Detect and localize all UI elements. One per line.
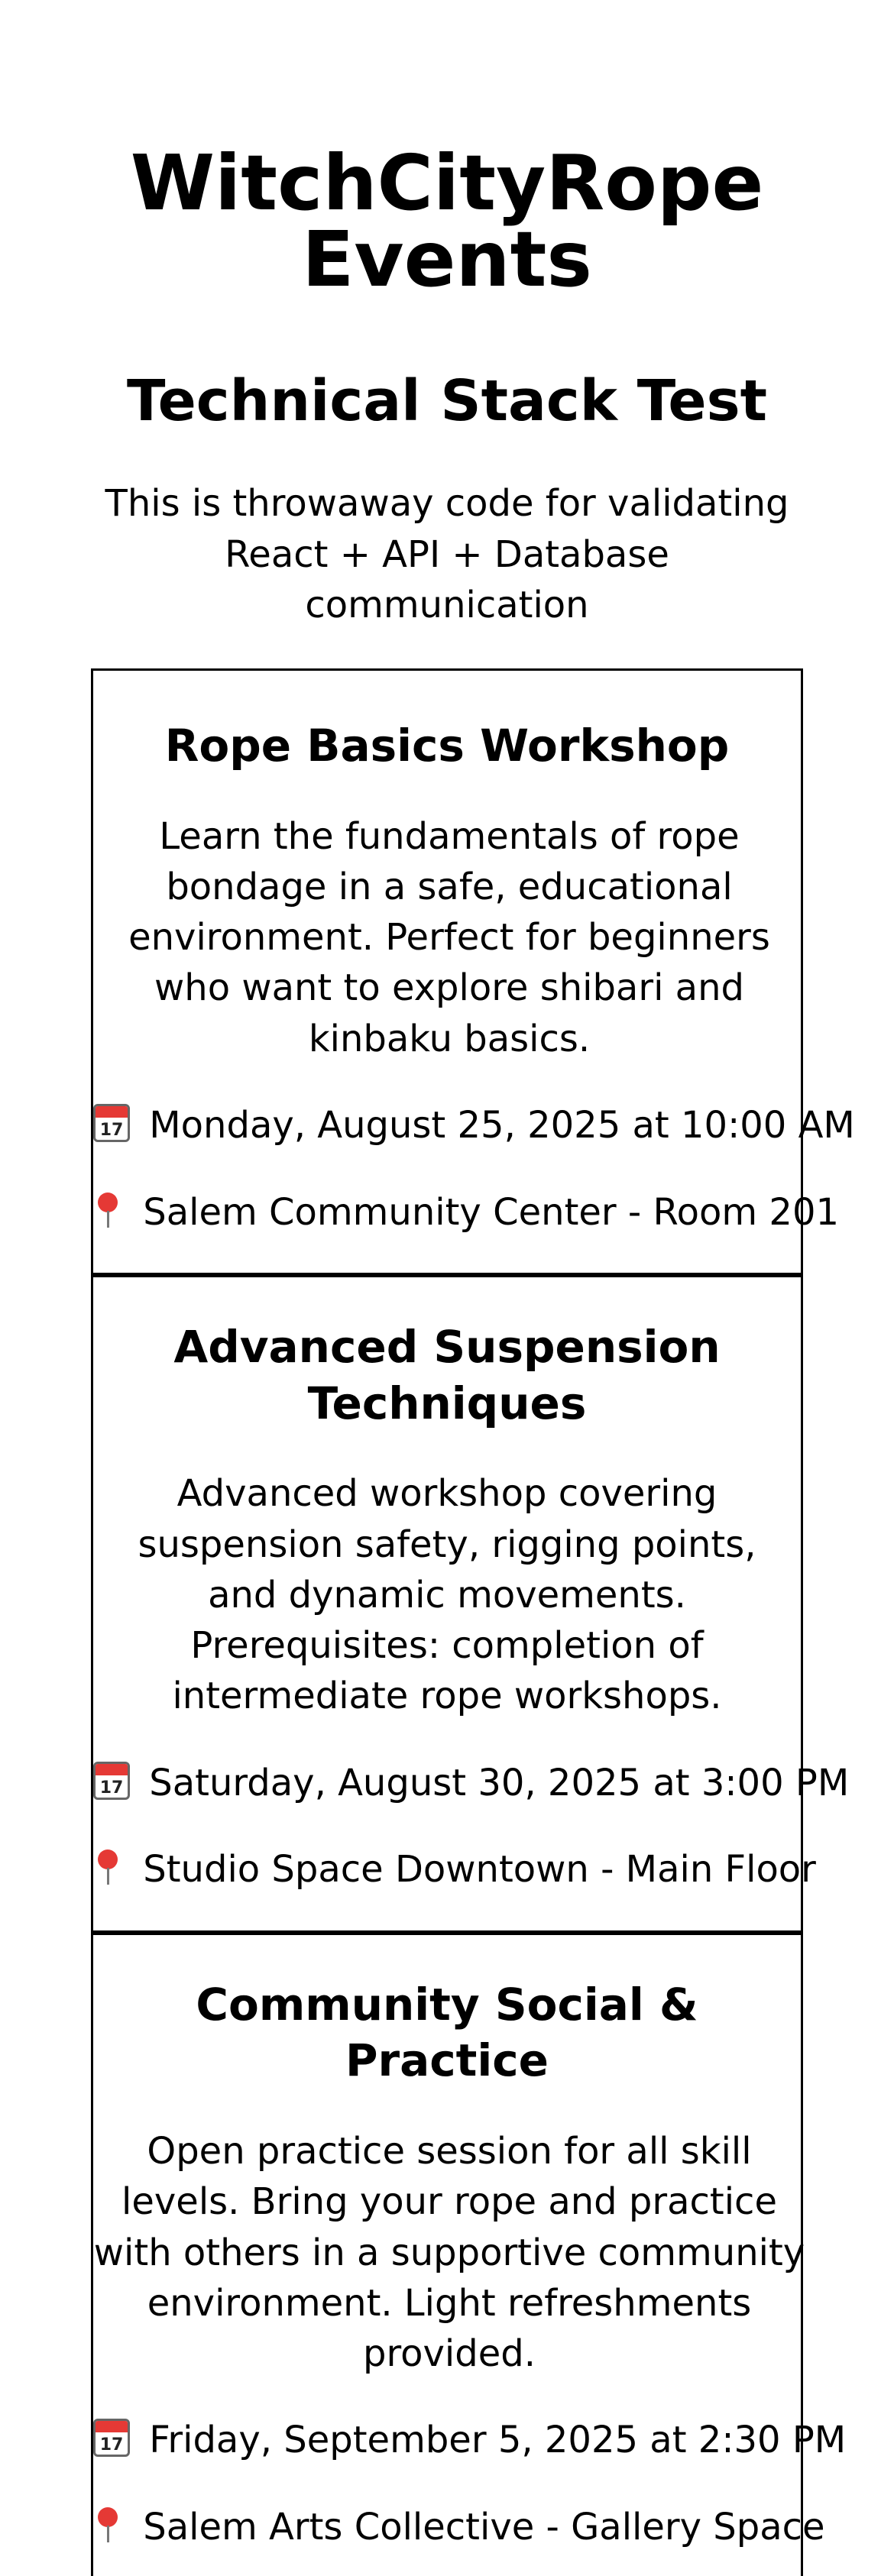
event-card: Community Social & Practice Open practic… bbox=[93, 1930, 846, 2576]
event-datetime: Monday, August 25, 2025 at 10:00 AM bbox=[93, 1103, 855, 1148]
event-description: Open practice session for all skill leve… bbox=[93, 2130, 805, 2376]
event-datetime-text: Friday, September 5, 2025 at 2:30 PM bbox=[149, 2419, 847, 2462]
calendar-icon bbox=[93, 1761, 130, 1800]
event-location: Studio Space Downtown - Main Floor bbox=[93, 1848, 816, 1892]
calendar-icon bbox=[93, 1103, 130, 1142]
event-datetime-text: Monday, August 25, 2025 at 10:00 AM bbox=[149, 1103, 855, 1147]
event-location-text: Salem Community Center - Room 201 bbox=[143, 1190, 840, 1234]
event-list: Rope Basics Workshop Learn the fundament… bbox=[91, 668, 855, 2576]
event-description: Learn the fundamentals of rope bondage i… bbox=[128, 814, 770, 1060]
app-title: WitchCityRope Events bbox=[130, 138, 764, 304]
event-location-text: Studio Space Downtown - Main Floor bbox=[143, 1848, 816, 1892]
event-location: Salem Arts Collective - Gallery Space bbox=[93, 2506, 825, 2550]
event-location-text: Salem Arts Collective - Gallery Space bbox=[143, 2505, 825, 2548]
event-description: Advanced workshop covering suspension sa… bbox=[138, 1472, 756, 1718]
pin-icon bbox=[93, 1191, 124, 1229]
pin-icon bbox=[93, 2506, 124, 2544]
event-card: Advanced Suspension Techniques Advanced … bbox=[93, 1273, 849, 1930]
pin-icon bbox=[93, 1848, 124, 1886]
event-title: Rope Basics Workshop bbox=[164, 720, 730, 772]
event-datetime: Friday, September 5, 2025 at 2:30 PM bbox=[93, 2419, 846, 2463]
event-title: Advanced Suspension Techniques bbox=[173, 1321, 721, 1429]
event-datetime: Saturday, August 30, 2025 at 3:00 PM bbox=[93, 1761, 849, 1806]
event-location: Salem Community Center - Room 201 bbox=[93, 1191, 839, 1235]
page-description: This is throwaway code for validating Re… bbox=[105, 482, 789, 626]
event-title: Community Social & Practice bbox=[196, 1978, 698, 2087]
calendar-icon bbox=[93, 2419, 130, 2458]
event-card: Rope Basics Workshop Learn the fundament… bbox=[93, 671, 855, 1273]
page-subtitle: Technical Stack Test bbox=[126, 368, 768, 434]
event-datetime-text: Saturday, August 30, 2025 at 3:00 PM bbox=[149, 1761, 850, 1804]
